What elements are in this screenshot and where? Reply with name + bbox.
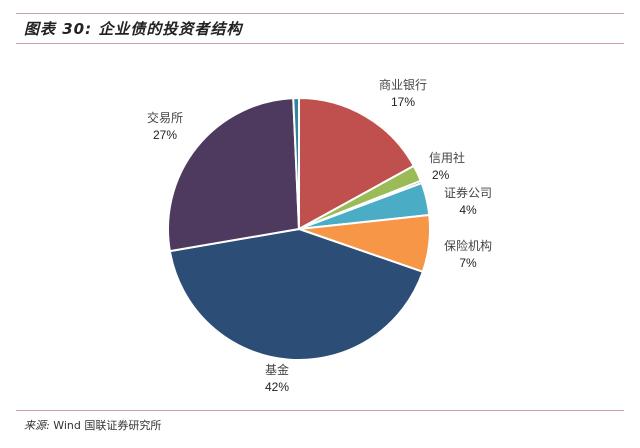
- slice-percent: 7%: [459, 256, 477, 270]
- source-note: 来源: Wind 国联证券研究所: [24, 417, 161, 433]
- slice-name: 信用社: [428, 151, 465, 165]
- source-text: Wind 国联证券研究所: [53, 419, 162, 432]
- pie-slice-6: [167, 97, 301, 253]
- label-exchange: 交易所 27%: [138, 110, 192, 144]
- slice-percent: 2%: [432, 168, 450, 182]
- figure-title: 图表 30: 企业债的投资者结构: [24, 20, 243, 38]
- label-securities: 证券公司 4%: [436, 185, 500, 219]
- source-label: 来源:: [24, 419, 50, 432]
- label-commercial-bank: 商业银行 17%: [368, 77, 438, 111]
- slice-name: 交易所: [146, 111, 183, 125]
- title-rule: [16, 43, 624, 44]
- source-rule: [16, 410, 624, 411]
- label-insurance: 保险机构 7%: [436, 238, 500, 272]
- label-fund: 基金 42%: [252, 362, 302, 396]
- pie-slice-5: [168, 227, 425, 361]
- label-credit-union: 信用社 2%: [420, 150, 474, 184]
- slice-percent: 4%: [459, 203, 477, 217]
- pie-slice-minor-7: [292, 96, 300, 230]
- top-rule: [16, 13, 624, 14]
- slice-name: 证券公司: [443, 186, 492, 200]
- pie-slice-0: [298, 96, 416, 231]
- slice-name: 商业银行: [378, 78, 427, 92]
- slice-percent: 17%: [390, 95, 416, 109]
- slice-percent: 42%: [264, 380, 290, 394]
- slice-name: 基金: [264, 363, 289, 377]
- slice-name: 保险机构: [443, 239, 492, 253]
- slice-percent: 27%: [152, 128, 178, 142]
